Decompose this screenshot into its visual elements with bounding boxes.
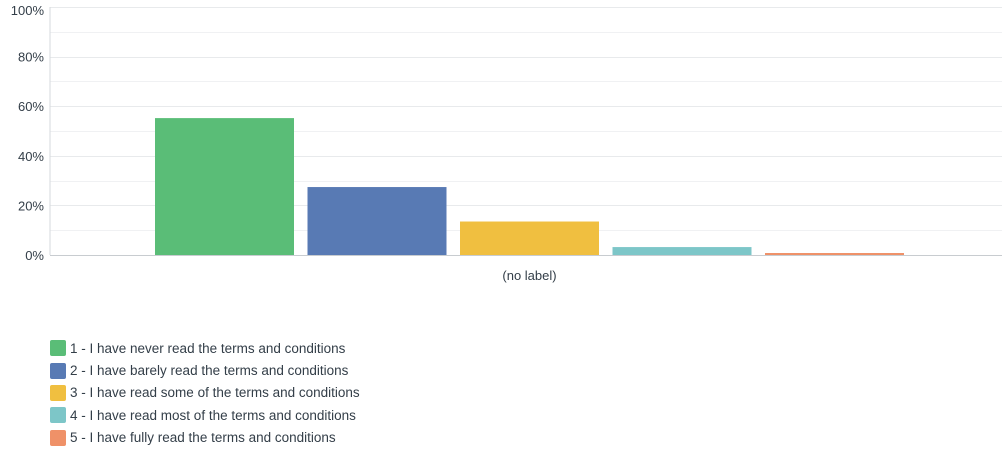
bar-series-2: [307, 187, 447, 255]
legend-swatch: [50, 429, 66, 446]
bar-series-3: [460, 221, 599, 255]
legend-label: 1 - I have never read the terms and cond…: [70, 340, 346, 356]
legend-swatch: [50, 407, 66, 424]
y-tick-label: 0%: [25, 248, 44, 263]
x-category-label: (no label): [502, 268, 556, 283]
y-tick-label: 100%: [11, 3, 45, 18]
y-axis: 0% 20% 40% 60% 80% 100%: [11, 3, 51, 263]
legend-item: 4 - I have read most of the terms and co…: [50, 404, 360, 426]
y-tick-label: 40%: [18, 149, 44, 164]
bar-chart: 0% 20% 40% 60% 80% 100% (no label): [11, 3, 1002, 283]
legend-label: 2 - I have barely read the terms and con…: [70, 363, 349, 379]
legend-item: 5 - I have fully read the terms and cond…: [50, 427, 360, 449]
legend-label: 3 - I have read some of the terms and co…: [70, 385, 360, 401]
legend: 1 - I have never read the terms and cond…: [50, 337, 360, 449]
legend-label: 5 - I have fully read the terms and cond…: [70, 430, 336, 446]
legend-swatch: [50, 340, 66, 357]
legend-item: 3 - I have read some of the terms and co…: [50, 382, 360, 404]
bar-series-4: [612, 247, 752, 255]
bar-series-5: [765, 253, 904, 255]
bars: [155, 118, 904, 255]
x-axis: (no label): [502, 268, 556, 283]
legend-item: 1 - I have never read the terms and cond…: [50, 337, 360, 359]
legend-label: 4 - I have read most of the terms and co…: [70, 407, 356, 423]
legend-swatch: [50, 384, 66, 401]
y-tick-label: 60%: [18, 99, 44, 114]
y-tick-label: 80%: [18, 50, 44, 65]
bar-series-1: [155, 118, 294, 255]
y-tick-label: 20%: [18, 198, 44, 213]
legend-swatch: [50, 362, 66, 379]
legend-item: 2 - I have barely read the terms and con…: [50, 359, 360, 381]
